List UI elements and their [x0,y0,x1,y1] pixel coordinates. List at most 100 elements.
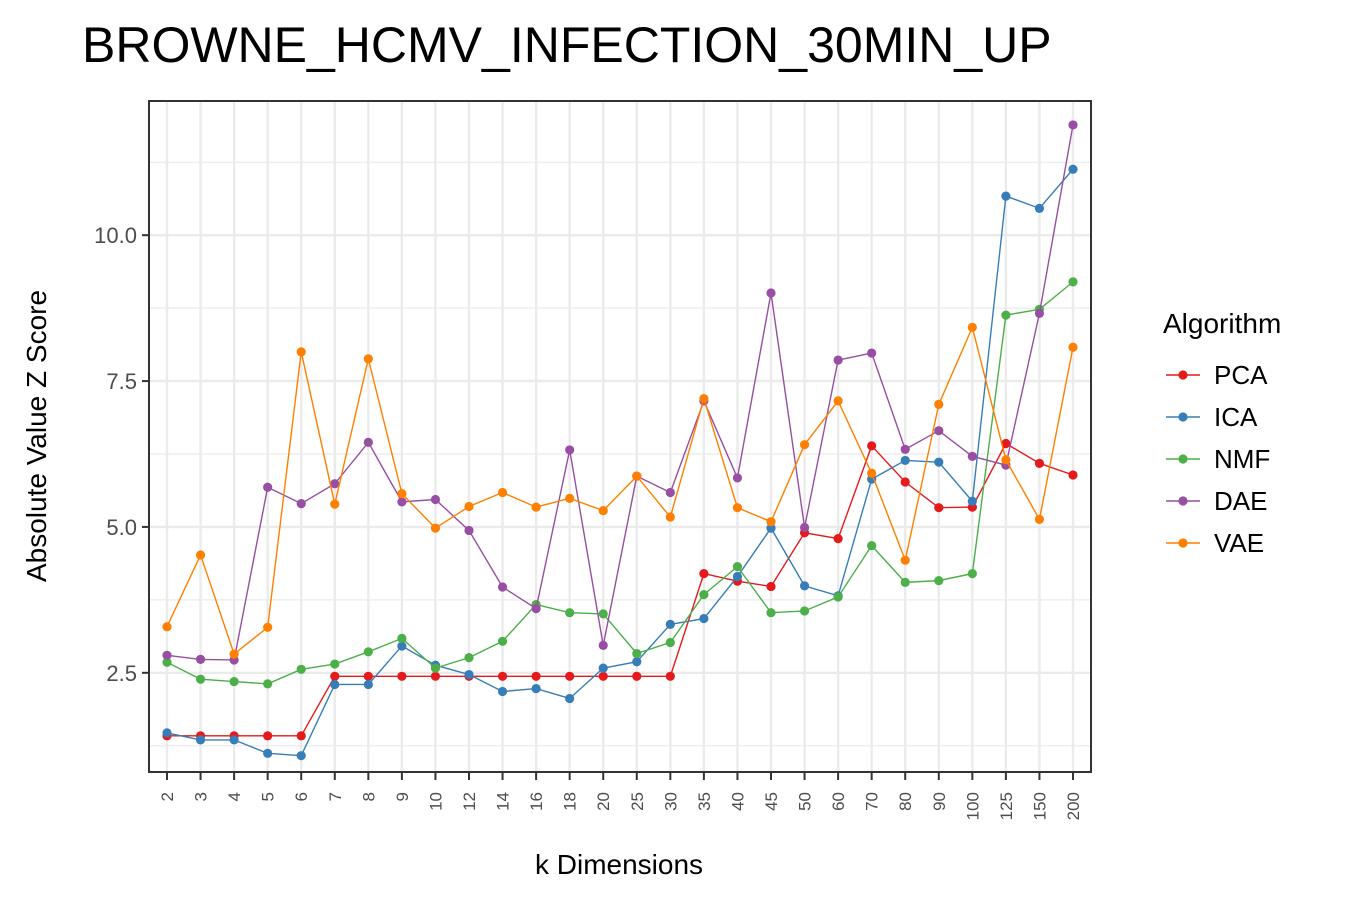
data-point-pca [1001,438,1011,449]
data-point-nmf [598,609,608,619]
data-point-dae [967,451,977,461]
data-point-dae [766,288,776,298]
data-point-pca [766,581,776,592]
x-tick-label: 16 [527,792,546,811]
data-point-dae [497,582,508,592]
data-point-nmf [632,648,642,659]
data-point-ica [598,663,608,673]
data-point-pca [632,671,642,681]
legend-label: DAE [1214,486,1267,516]
data-point-vae [900,555,910,565]
data-point-dae [934,426,944,436]
data-point-ica [665,619,675,629]
x-tick-label: 70 [863,792,882,811]
grid [149,101,1091,772]
x-tick-label: 60 [829,792,848,811]
data-point-pca [598,671,608,681]
legend-label: VAE [1214,528,1264,558]
data-point-dae [296,499,306,509]
data-point-nmf [464,653,474,663]
data-point-vae [464,501,474,512]
data-point-ica [900,455,910,466]
x-tick-label: 30 [661,792,680,811]
data-point-ica [195,735,206,745]
data-point-ica [397,641,407,651]
data-point-dae [665,487,675,498]
data-point-nmf [867,541,877,551]
data-point-dae [162,650,172,660]
y-tick-label: 10.0 [94,223,137,248]
data-point-ica [531,683,541,694]
data-point-dae [867,348,877,358]
data-point-dae [397,497,407,507]
data-point-vae [229,649,239,659]
data-point-nmf [934,576,944,586]
data-point-ica [330,679,340,690]
data-point-pca [867,441,877,451]
y-axis-title: Absolute Value Z Score [21,290,52,582]
y-tick-label: 2.5 [106,661,137,686]
legend-item-ica: ICA [1166,402,1258,432]
data-point-pca [900,477,910,487]
data-point-vae [934,399,944,410]
legend-point [1178,496,1188,506]
data-point-dae [1034,308,1045,318]
data-point-vae [162,622,172,632]
x-tick-label: 25 [628,792,647,811]
x-tick-label: 20 [594,792,613,811]
data-point-nmf [799,606,810,616]
data-point-nmf [229,676,239,687]
data-point-pca [363,671,373,681]
series-line-dae [166,124,1074,661]
data-point-dae [1068,120,1078,130]
x-tick-label: 200 [1064,792,1083,820]
data-point-pca [665,671,675,681]
x-tick-label: 7 [326,792,345,801]
x-tick-label: 80 [896,792,915,811]
legend-label: NMF [1214,444,1270,474]
legend-point [1178,454,1188,464]
data-point-pca [565,671,575,681]
data-point-vae [397,489,407,499]
data-point-pca [833,534,843,544]
legend-item-pca: PCA [1166,360,1268,390]
data-point-nmf [296,664,306,674]
x-tick-label: 10 [426,792,445,811]
x-tick-label: 18 [561,792,580,811]
data-point-vae [565,493,575,503]
data-point-vae [1001,455,1011,465]
data-point-vae [766,517,776,527]
data-point-nmf [699,590,709,600]
series-line-nmf [166,281,1074,685]
series-ica [162,164,1078,761]
data-point-pca [1034,458,1045,468]
x-tick-label: 45 [762,792,781,811]
chart-title: BROWNE_HCMV_INFECTION_30MIN_UP [82,17,1052,73]
data-point-dae [565,445,575,455]
data-point-ica [162,728,172,738]
data-point-dae [732,473,743,483]
data-point-pca [1068,470,1078,480]
data-point-pca [699,569,709,579]
panel-border [148,100,1092,773]
data-point-ica [497,686,508,697]
data-point-vae [430,523,441,533]
data-point-ica [732,571,743,582]
data-point-ica [1068,164,1078,174]
data-point-vae [867,468,877,478]
data-point-dae [598,640,608,650]
data-point-vae [497,487,508,498]
data-point-ica [229,735,239,745]
data-point-nmf [1068,277,1078,287]
data-point-nmf [967,569,977,579]
data-point-ica [1034,203,1045,213]
data-point-vae [263,622,273,632]
y-axis: 2.5 5.0 7.5 10.0 [94,223,149,686]
data-point-vae [665,512,675,522]
data-point-ica [565,693,575,704]
data-point-ica [1001,191,1011,201]
data-point-nmf [263,679,273,689]
x-tick-label: 5 [259,792,278,801]
data-point-vae [531,502,541,512]
